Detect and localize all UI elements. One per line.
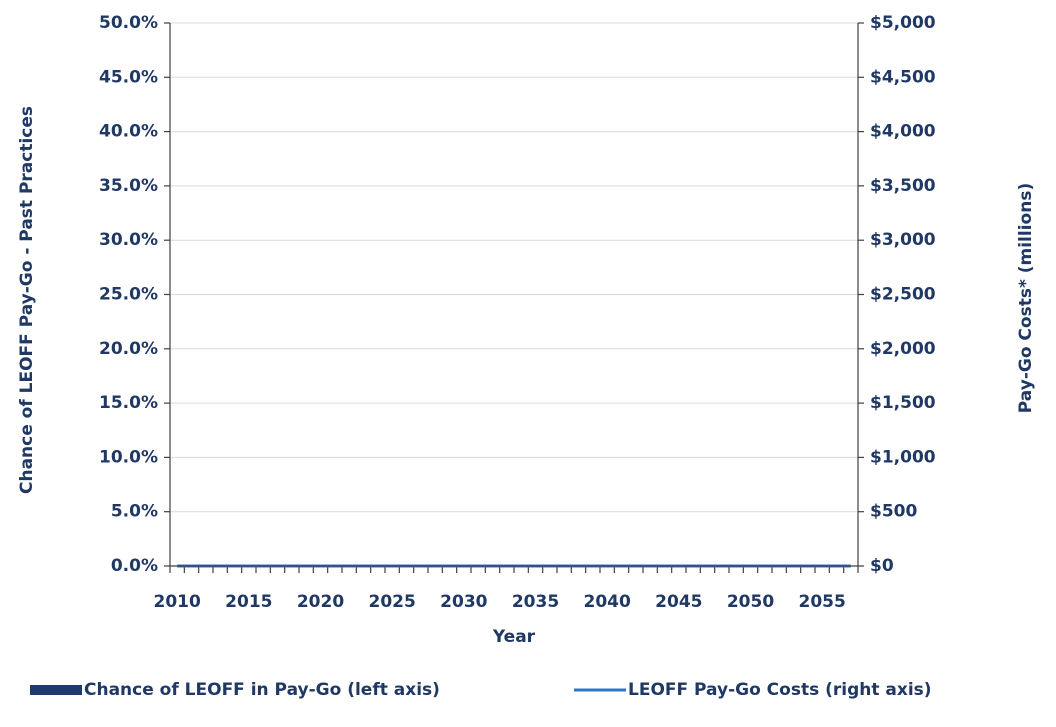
y-tick-label: 25.0% [99, 285, 158, 305]
x-tick-label: 2025 [369, 592, 416, 612]
x-tick-label: 2010 [154, 592, 201, 612]
y2-tick-label: $5,000 [870, 13, 936, 33]
y-tick-label: 15.0% [99, 393, 158, 413]
y-tick-label: 30.0% [99, 230, 158, 250]
y2-tick-label: $2,000 [870, 339, 936, 359]
y2-tick-label: $4,500 [870, 67, 936, 87]
y-tick-label: 20.0% [99, 339, 158, 359]
x-axis-title: Year [492, 627, 536, 647]
y2-axis-title: Pay-Go Costs* (millions) [1016, 183, 1036, 413]
y2-tick-label: $1,500 [870, 393, 936, 413]
x-tick-label: 2045 [655, 592, 702, 612]
y-axis-title: Chance of LEOFF Pay-Go - Past Practices [17, 106, 37, 494]
x-tick-label: 2050 [727, 592, 774, 612]
x-tick-label: 2055 [799, 592, 846, 612]
y2-tick-label: $3,500 [870, 176, 936, 196]
legend-swatch [30, 685, 82, 695]
x-tick-label: 2035 [512, 592, 559, 612]
x-tick-label: 2020 [297, 592, 344, 612]
y-tick-label: 5.0% [111, 502, 158, 522]
x-tick-label: 2015 [225, 592, 272, 612]
y-tick-label: 50.0% [99, 13, 158, 33]
legend-label: LEOFF Pay-Go Costs (right axis) [628, 680, 932, 700]
y2-tick-label: $4,000 [870, 122, 936, 142]
y2-tick-label: $1,000 [870, 447, 936, 467]
y2-tick-label: $3,000 [870, 230, 936, 250]
y-tick-label: 10.0% [99, 447, 158, 467]
y-tick-label: 45.0% [99, 67, 158, 87]
legend-label: Chance of LEOFF in Pay-Go (left axis) [84, 680, 440, 700]
y2-tick-label: $2,500 [870, 285, 936, 305]
y2-tick-label: $500 [870, 502, 917, 522]
x-tick-label: 2040 [584, 592, 631, 612]
y-tick-label: 40.0% [99, 122, 158, 142]
y2-tick-label: $0 [870, 556, 894, 576]
y-tick-label: 0.0% [111, 556, 158, 576]
y-tick-label: 35.0% [99, 176, 158, 196]
x-tick-label: 2030 [440, 592, 487, 612]
